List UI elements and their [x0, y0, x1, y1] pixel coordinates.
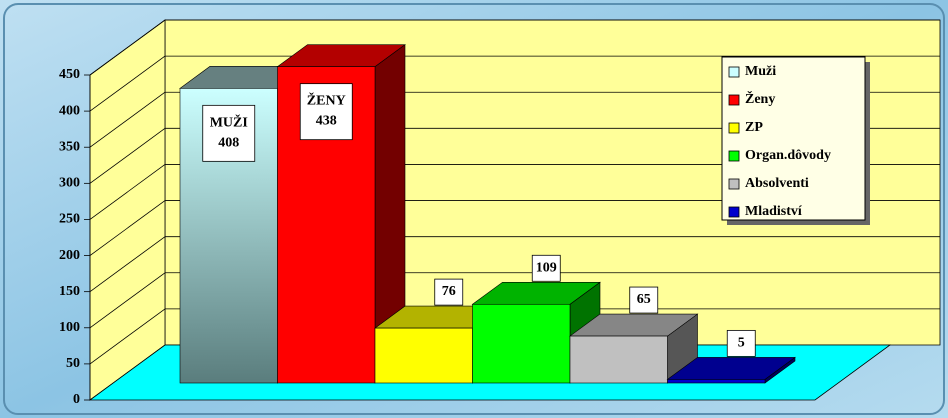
- legend-swatch: [728, 94, 740, 106]
- bar: [472, 303, 571, 384]
- grid-line: [89, 55, 166, 112]
- bars: MUŽI 408 ŽENY 438 76 109 65 5: [179, 44, 796, 384]
- y-tick-label: 450: [59, 67, 80, 82]
- side-wall: [89, 19, 166, 401]
- grid-line: [89, 91, 166, 148]
- grid-line: [89, 128, 166, 184]
- legend-swatch: [728, 178, 740, 190]
- data-label: 65: [637, 292, 651, 307]
- data-label: MUŽI 408: [210, 114, 248, 151]
- y-tick-label: 100: [59, 320, 80, 335]
- grid-line: [89, 19, 166, 76]
- grid-line: [89, 200, 166, 256]
- data-label-box: [202, 104, 256, 162]
- legend-swatch: [728, 150, 740, 162]
- data-label-box: [299, 83, 353, 141]
- legend-swatch: [728, 66, 740, 78]
- legend-swatch: [728, 206, 740, 218]
- y-tick-label: 350: [59, 139, 80, 154]
- legend-label: Organ.dôvody: [745, 148, 831, 163]
- data-label-box: [434, 278, 464, 306]
- bar: [569, 335, 668, 384]
- y-tick-label: 50: [66, 356, 80, 371]
- bar: [374, 327, 473, 384]
- y-tick-label: 300: [59, 176, 80, 191]
- data-label: 109: [536, 260, 557, 275]
- data-label: 76: [442, 284, 456, 299]
- legend-label: Ženy: [745, 90, 775, 107]
- legend-label: Muži: [745, 64, 776, 79]
- data-label-box: [726, 329, 756, 357]
- legend-label: Absolventi: [745, 176, 809, 191]
- legend-label: ZP: [745, 120, 763, 135]
- y-tick-label: 150: [59, 284, 80, 299]
- data-label: 5: [738, 336, 745, 351]
- data-label-box: [531, 254, 561, 282]
- bar: [667, 379, 766, 384]
- frame: [3, 3, 945, 415]
- grid-line: [89, 236, 166, 292]
- legend-swatch: [728, 122, 740, 134]
- grid-line: [89, 272, 166, 329]
- legend-label: Mladiství: [745, 204, 803, 219]
- data-label-box: [629, 286, 659, 314]
- grid-line: [89, 164, 166, 220]
- grid-line: [89, 308, 166, 365]
- y-tick-label: 250: [59, 212, 80, 227]
- legend: [721, 56, 866, 221]
- y-tick-label: 0: [73, 392, 80, 407]
- legend-entries: Muži Ženy ZP Organ.dôvody Absolventi Mladistv…: [728, 64, 831, 219]
- y-tick-label: 400: [59, 103, 80, 118]
- data-label: ŽENY 438: [307, 92, 346, 129]
- y-tick-label: 200: [59, 248, 80, 263]
